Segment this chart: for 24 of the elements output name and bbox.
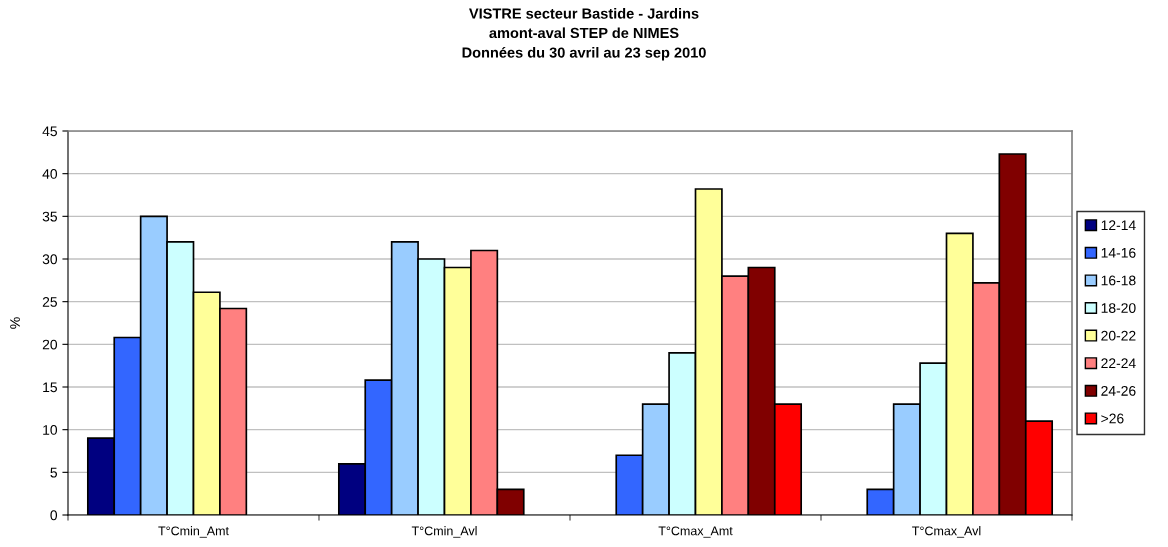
y-tick-label: 15 xyxy=(43,382,57,393)
y-tick-label: 30 xyxy=(42,254,58,265)
x-tick-label: T°Cmax_Amt xyxy=(658,526,733,538)
legend-label: 20-22 xyxy=(1101,330,1136,341)
y-tick-label: 5 xyxy=(50,467,57,478)
y-tick-label: 20 xyxy=(42,339,58,350)
y-tick-label: 0 xyxy=(50,510,58,521)
legend-label: 22-24 xyxy=(1101,358,1136,369)
legend-label: 14-16 xyxy=(1101,247,1136,258)
y-tick-label: 45 xyxy=(42,126,57,137)
y-axis-title: % xyxy=(10,317,20,329)
y-tick-label: 10 xyxy=(43,425,58,435)
legend-label: >26 xyxy=(1101,413,1124,424)
legend-label: 18-20 xyxy=(1101,303,1136,313)
x-tick-label: T°Cmin_Amt xyxy=(158,526,229,538)
legend-label: 16-18 xyxy=(1101,275,1136,286)
y-tick-label: 25 xyxy=(42,297,57,307)
legend-label: 12-14 xyxy=(1101,220,1136,231)
chart-title: VISTRE secteur Bastide - Jardins amont-aval STEP de NIMES Données du 30 avril au 23 sep 2010 xyxy=(462,8,706,61)
y-tick-label: 35 xyxy=(42,211,57,222)
legend-label: 24-26 xyxy=(1101,385,1136,396)
x-tick-label: T°Cmax_Avl xyxy=(912,526,981,538)
x-tick-label: T°Cmin_Avl xyxy=(411,526,477,538)
y-tick-label: 40 xyxy=(42,169,58,179)
